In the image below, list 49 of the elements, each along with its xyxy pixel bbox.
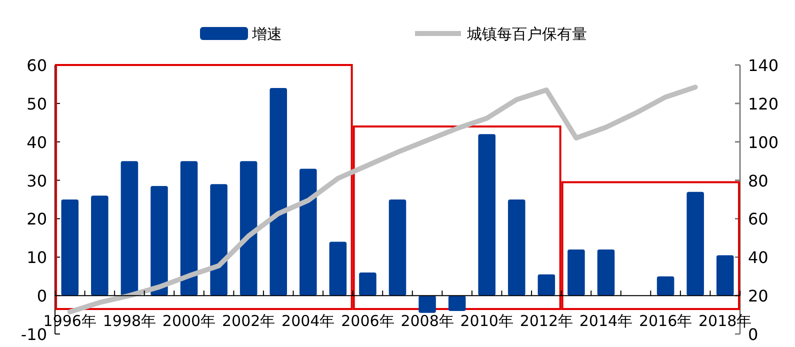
y-tick-label: 0 (36, 286, 47, 306)
bar (61, 200, 79, 296)
x-tick-label: 2000年 (162, 312, 216, 330)
bar (448, 296, 466, 311)
bar (388, 200, 406, 296)
y-tick-label: 50 (26, 94, 47, 114)
x-tick-label: 2016年 (638, 312, 692, 330)
bar (716, 255, 734, 296)
bar (597, 249, 615, 296)
x-tick-label: 2004年 (282, 312, 335, 330)
bar (120, 161, 138, 296)
bar (270, 88, 288, 296)
bar (656, 276, 674, 296)
bar (180, 161, 198, 296)
y-tick-label: 10 (26, 248, 47, 268)
x-tick-label: 2006年 (341, 312, 394, 330)
y-tick-label: 40 (26, 132, 47, 152)
bar (91, 196, 108, 296)
bar (538, 274, 556, 296)
x-tick-label: 2002年 (222, 312, 276, 330)
legend-label: 增速 (251, 25, 282, 43)
y2-tick-label: 60 (748, 210, 768, 229)
x-tick-label: 2012年 (520, 312, 574, 330)
y-tick-label: 30 (26, 171, 47, 190)
x-tick-label: 2008年 (400, 312, 454, 330)
y2-tick-label: 120 (748, 94, 779, 114)
bar (300, 168, 317, 296)
bar (418, 296, 436, 313)
y2-tick-label: 100 (748, 132, 779, 152)
bar (686, 192, 704, 296)
x-tick-label: 1998年 (102, 312, 156, 330)
bar (150, 186, 168, 296)
y-tick-label: -10 (20, 325, 47, 344)
y2-tick-label: 20 (748, 286, 768, 306)
bar (329, 242, 347, 296)
y2-tick-label: 140 (748, 56, 779, 75)
legend-label: 城镇每百户保有量 (466, 25, 587, 43)
bar (568, 249, 585, 296)
y-tick-label: 20 (26, 210, 47, 229)
bar (210, 184, 228, 296)
x-tick-label: 2010年 (460, 312, 514, 330)
x-tick-label: 2014年 (579, 312, 633, 330)
y-tick-label: 60 (26, 56, 47, 75)
bar (478, 134, 496, 296)
y2-tick-label: 40 (748, 248, 768, 268)
bar (508, 200, 526, 296)
bar (359, 272, 376, 296)
bar (240, 161, 258, 296)
y2-tick-label: 80 (748, 171, 768, 190)
